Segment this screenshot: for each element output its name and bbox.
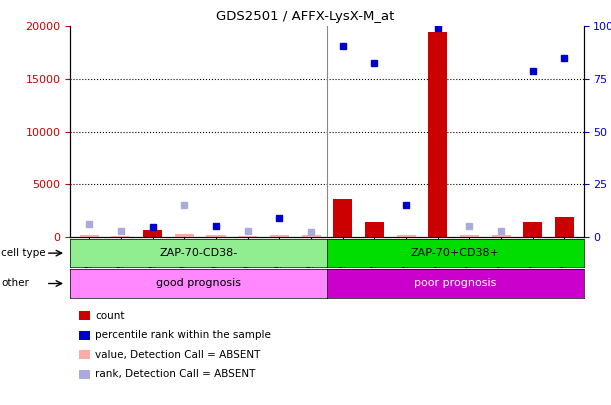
Bar (80, 235, 99, 237)
Text: poor prognosis: poor prognosis (414, 279, 496, 288)
Text: rank, Detection Call = ABSENT: rank, Detection Call = ABSENT (95, 369, 255, 379)
Text: count: count (95, 311, 125, 321)
Bar (207, 235, 225, 237)
Text: other: other (1, 279, 29, 288)
Bar (397, 235, 415, 237)
Text: GDS2501 / AFFX-LysX-M_at: GDS2501 / AFFX-LysX-M_at (216, 10, 395, 23)
Bar (143, 230, 162, 237)
Bar (333, 199, 352, 237)
Text: cell type: cell type (1, 248, 46, 258)
Bar (238, 236, 257, 237)
Text: good prognosis: good prognosis (156, 279, 241, 288)
Bar (302, 235, 321, 237)
Bar (365, 222, 384, 237)
Text: value, Detection Call = ABSENT: value, Detection Call = ABSENT (95, 350, 261, 360)
Bar (428, 32, 447, 237)
Bar (460, 235, 479, 237)
Text: ZAP-70-CD38-: ZAP-70-CD38- (159, 248, 238, 258)
Bar (111, 236, 131, 237)
Bar (175, 234, 194, 237)
Text: ZAP-70+CD38+: ZAP-70+CD38+ (411, 248, 500, 258)
Bar (270, 235, 289, 237)
Bar (492, 235, 511, 237)
Text: percentile rank within the sample: percentile rank within the sample (95, 330, 271, 340)
Bar (555, 217, 574, 237)
Bar (523, 222, 543, 237)
